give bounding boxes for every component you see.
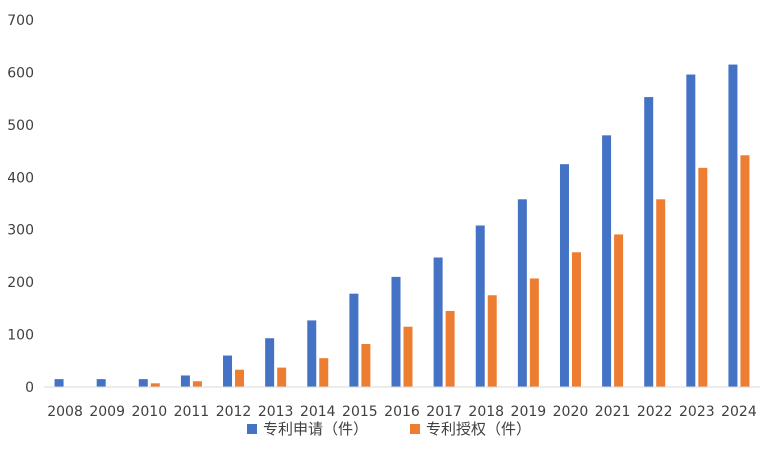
- x-tick-label: 2021: [595, 404, 631, 420]
- y-tick-label: 0: [25, 380, 34, 396]
- bar-grants: [445, 310, 455, 387]
- bar-grants: [656, 199, 666, 387]
- y-tick-label: 700: [7, 13, 34, 29]
- bar-grants: [698, 167, 708, 387]
- y-axis: 0 100 200 300 400 500 600 700: [7, 13, 34, 396]
- x-tick-label: 2020: [553, 404, 589, 420]
- bar-applications: [391, 276, 401, 387]
- bar-grants: [614, 234, 624, 387]
- bar-applications: [96, 379, 106, 387]
- x-tick-label: 2010: [131, 404, 167, 420]
- bar-applications: [265, 338, 275, 387]
- bar-grants: [740, 155, 750, 387]
- bar-grants: [361, 344, 371, 387]
- bar-applications: [559, 164, 569, 387]
- y-tick-label: 100: [7, 328, 34, 344]
- x-tick-label: 2014: [300, 404, 336, 420]
- legend-item-applications: 专利申请（件）: [246, 418, 368, 439]
- y-tick-label: 400: [7, 170, 34, 186]
- x-tick-label: 2022: [637, 404, 673, 420]
- bar-grants: [487, 295, 497, 387]
- x-tick-label: 2015: [342, 404, 378, 420]
- bar-applications: [433, 257, 443, 387]
- bar-applications: [138, 379, 148, 387]
- y-tick-label: 600: [7, 65, 34, 81]
- x-tick-label: 2019: [511, 404, 547, 420]
- bar-applications: [644, 97, 654, 387]
- bar-applications: [349, 293, 359, 387]
- bar-grants: [277, 367, 287, 387]
- y-tick-label: 300: [7, 223, 34, 239]
- legend-label-applications: 专利申请（件）: [262, 420, 368, 438]
- bar-grants: [571, 252, 581, 387]
- legend-swatch-grants: [410, 423, 420, 434]
- x-tick-label: 2017: [426, 404, 462, 420]
- bar-applications: [307, 320, 317, 387]
- bar-applications: [54, 379, 64, 387]
- bar-grants: [529, 278, 539, 387]
- bar-grants: [235, 369, 245, 387]
- x-tick-label: 2008: [47, 404, 83, 420]
- x-axis: 2008 2009 2010 2011 2012 2013 2014 2015 2016 2017…: [47, 404, 757, 420]
- x-tick-label: 2016: [384, 404, 420, 420]
- y-tick-label: 200: [7, 275, 34, 291]
- legend-label-grants: 专利授权（件）: [426, 420, 532, 438]
- bar-grants: [150, 383, 160, 387]
- bar-grants: [403, 326, 413, 387]
- legend-item-grants: 专利授权（件）: [410, 418, 531, 439]
- x-tick-label: 2009: [89, 404, 125, 420]
- bar-grants: [192, 381, 202, 387]
- y-tick-label: 500: [7, 118, 34, 134]
- x-tick-label: 2013: [258, 404, 294, 420]
- bar-applications: [602, 135, 612, 387]
- bar-applications: [475, 225, 485, 387]
- bar-grants: [319, 358, 329, 387]
- x-tick-label: 2012: [216, 404, 252, 420]
- x-tick-label: 2023: [679, 404, 715, 420]
- bar-applications: [517, 199, 527, 387]
- bars: [54, 64, 750, 388]
- x-tick-label: 2018: [468, 404, 504, 420]
- legend-swatch-applications: [246, 423, 257, 434]
- bar-applications: [686, 74, 696, 388]
- x-tick-label: 2011: [174, 404, 210, 420]
- bar-applications: [728, 64, 738, 388]
- bar-applications: [180, 375, 190, 387]
- bar-applications: [223, 355, 233, 387]
- legend: 专利申请（件） 专利授权（件）: [0, 418, 778, 439]
- x-tick-label: 2024: [721, 404, 757, 420]
